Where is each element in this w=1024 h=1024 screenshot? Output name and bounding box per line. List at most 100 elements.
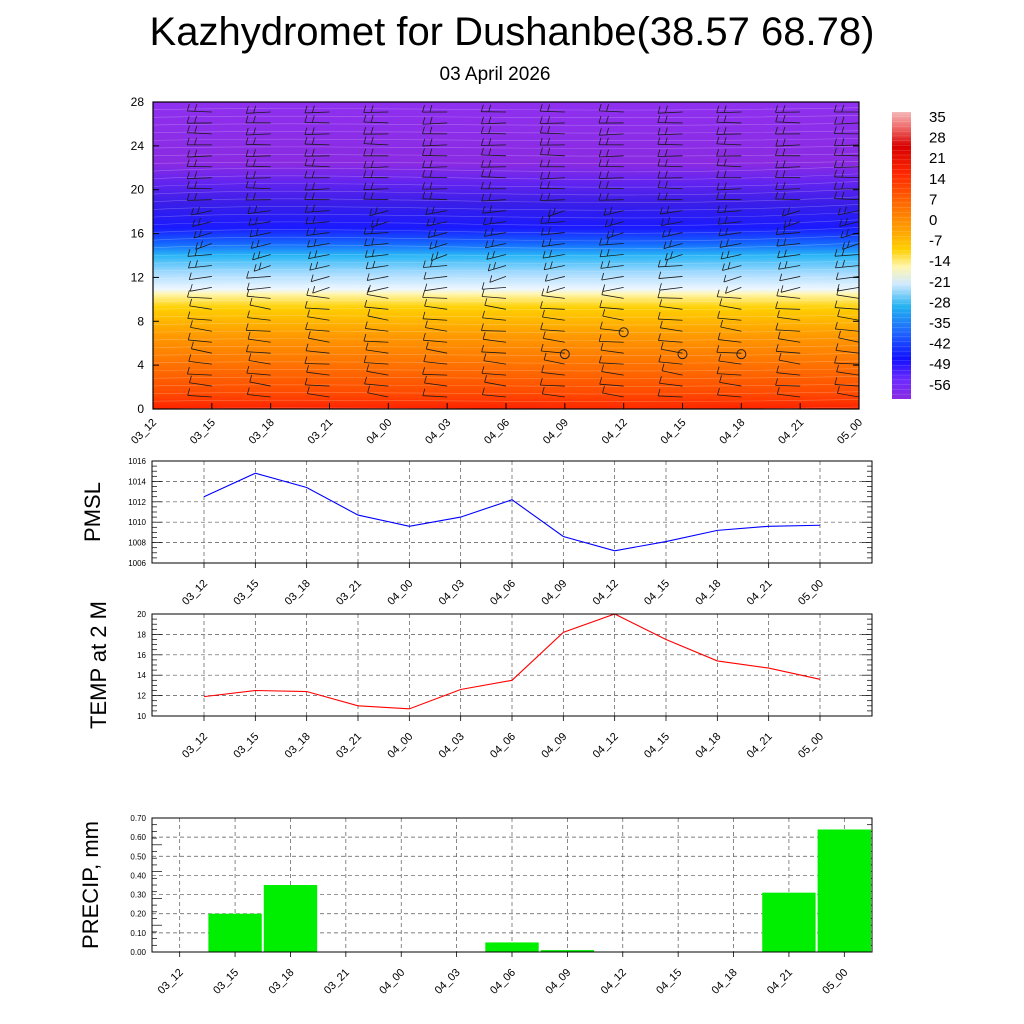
wind-barb <box>304 192 330 201</box>
wind-barb <box>422 169 448 179</box>
wind-barb <box>365 260 389 270</box>
y-axis-title: TEMP at 2 M <box>86 601 111 729</box>
wind-barb <box>247 310 271 321</box>
wind-barb <box>422 259 448 268</box>
y-tick-label: 0.10 <box>130 929 146 938</box>
wind-barb <box>153 133 154 134</box>
wind-barb <box>834 138 859 147</box>
wind-barb <box>663 240 683 250</box>
x-tick-label: 04_00 <box>385 731 415 761</box>
wind-barb <box>599 300 624 310</box>
y-tick-label: 0.00 <box>130 948 146 957</box>
x-tick-label: 04_12 <box>591 731 621 761</box>
wind-barb <box>364 376 389 387</box>
isotherm-line <box>153 196 859 203</box>
wind-barb <box>836 287 859 299</box>
wind-barb <box>598 115 624 124</box>
calm-markers <box>559 327 747 360</box>
wind-barb <box>188 354 212 365</box>
colorbar-label: 28 <box>929 130 946 147</box>
wind-barb <box>153 385 154 387</box>
wind-barb <box>717 387 742 398</box>
wind-barb <box>541 386 565 398</box>
wind-barb <box>482 310 507 321</box>
isotherm-line <box>153 165 859 173</box>
wind-barb <box>247 205 271 215</box>
wind-barb <box>248 217 271 226</box>
chart-title: Kazhydromet for Dushanbe(38.57 68.78) <box>149 10 875 54</box>
colorbar-lines <box>892 116 911 395</box>
wind-barb <box>775 344 801 354</box>
y-tick-label: 12 <box>137 692 146 701</box>
isotherm-line <box>153 130 859 134</box>
wind-barb <box>484 298 507 310</box>
wind-barb <box>657 180 683 190</box>
wind-barb <box>363 182 389 191</box>
wind-barb <box>363 114 389 124</box>
wind-barb <box>187 248 212 257</box>
x-tick-label: 03_12 <box>180 731 210 761</box>
wind-barb <box>603 206 624 216</box>
y-tick-label: 28 <box>131 95 145 109</box>
wind-barb <box>598 103 624 113</box>
wind-barb <box>782 207 801 217</box>
wind-barb <box>424 375 448 387</box>
wind-barb <box>427 228 448 238</box>
wind-barb <box>837 386 859 398</box>
wind-barb <box>775 105 801 113</box>
wind-barb <box>186 193 212 201</box>
colorbar-label: 35 <box>929 109 946 126</box>
wind-barb <box>657 388 683 398</box>
isotherm-line <box>153 345 859 349</box>
wind-barb <box>189 298 212 310</box>
wind-barb <box>834 300 859 310</box>
wind-barb <box>834 169 859 179</box>
x-tick-label: 03_18 <box>283 731 313 761</box>
y-tick-label: 1014 <box>128 477 146 486</box>
wind-barb <box>367 284 389 293</box>
wind-barb <box>422 191 448 201</box>
isotherm-line <box>153 122 859 126</box>
isotherm-line <box>153 107 859 111</box>
y-axis-title: PMSL <box>80 482 105 542</box>
wind-barb <box>777 310 801 321</box>
y-tick-label: 0 <box>137 402 144 416</box>
wind-barb <box>659 299 683 310</box>
colorbar-label: -49 <box>929 356 951 373</box>
wind-barb <box>659 205 683 215</box>
colorbar-label: 14 <box>929 171 946 188</box>
wind-barb <box>833 126 859 135</box>
wind-barb <box>187 388 212 398</box>
wind-barb <box>422 333 448 343</box>
wind-barb <box>606 229 624 239</box>
wind-barb <box>304 356 330 365</box>
wind-barb <box>186 159 212 168</box>
wind-barb <box>422 116 448 125</box>
wind-barb <box>153 166 154 168</box>
wind-barb <box>304 127 330 135</box>
wind-barb <box>602 284 624 292</box>
y-tick-label: 20 <box>131 183 145 197</box>
wind-barb <box>599 248 624 258</box>
wind-barb <box>836 364 859 376</box>
wind-barb <box>187 94 212 101</box>
x-tick-label: 03_18 <box>266 967 296 997</box>
wind-barb <box>598 334 624 343</box>
wind-barb <box>775 226 801 235</box>
wind-barb <box>367 308 389 321</box>
wind-barb <box>422 181 448 190</box>
wind-barb <box>659 376 683 387</box>
wind-barb <box>599 237 624 246</box>
wind-barb <box>778 353 801 365</box>
x-tick-label: 04_21 <box>776 417 806 447</box>
wind-barb <box>834 321 859 332</box>
wind-barb <box>836 283 859 292</box>
colorbar-label: -35 <box>929 315 951 332</box>
wind-barb <box>364 321 389 332</box>
x-tick-label: 04_03 <box>437 578 467 608</box>
x-tick-label: 03_21 <box>322 967 352 997</box>
colorbar-label: 7 <box>929 191 937 208</box>
wind-barb <box>250 239 271 249</box>
wind-barb <box>716 127 742 135</box>
wind-barb <box>245 115 271 124</box>
